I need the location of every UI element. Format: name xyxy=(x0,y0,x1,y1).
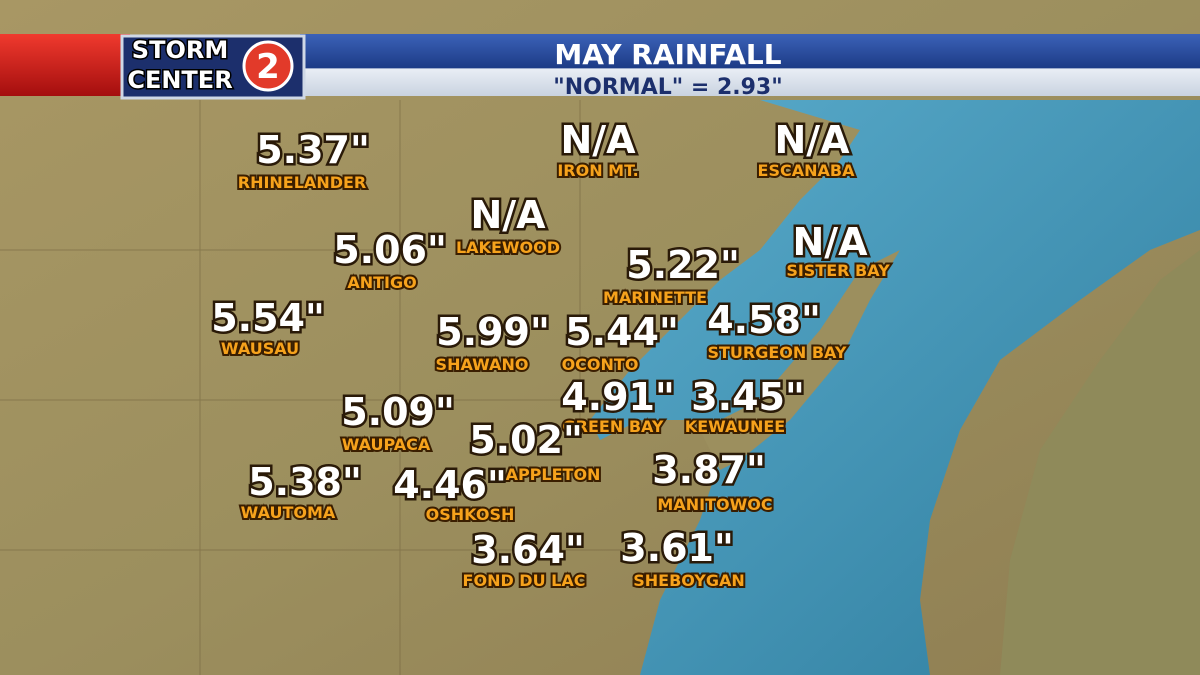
station-name: RHINELANDER xyxy=(238,173,366,192)
rainfall-value: 5.22" xyxy=(626,243,740,287)
station-name: GREEN BAY xyxy=(563,417,664,436)
rainfall-value: 5.38" xyxy=(248,460,362,504)
logo-circle xyxy=(242,40,294,92)
rainfall-value: 3.61" xyxy=(620,526,734,570)
station-name: ANTIGO xyxy=(347,273,416,292)
station-name: IRON MT. xyxy=(557,161,638,180)
title: MAY RAINFALL xyxy=(554,38,781,71)
station-name: FOND DU LAC xyxy=(463,571,586,590)
subtitle: "NORMAL" = 2.93" xyxy=(553,75,782,100)
station-name: MANITOWOC xyxy=(657,495,772,514)
lake xyxy=(590,100,1200,675)
station-name: ESCANABA xyxy=(758,161,856,180)
station-name: SHAWANO xyxy=(436,355,529,374)
header-bar xyxy=(300,34,1200,96)
station-name: WAUTOMA xyxy=(241,503,336,522)
door-peninsula xyxy=(700,250,900,470)
station-name: SISTER BAY xyxy=(786,261,890,280)
station-name: MARINETTE xyxy=(603,288,707,307)
station-name: STURGEON BAY xyxy=(707,343,846,362)
rainfall-value: N/A xyxy=(792,220,868,264)
rainfall-value: 5.09" xyxy=(341,390,455,434)
station-name: SHEBOYGAN xyxy=(633,571,745,590)
station-name: WAUSAU xyxy=(221,339,299,358)
station-name: KEWAUNEE xyxy=(685,417,785,436)
station-name: OCONTO xyxy=(562,355,639,374)
station-name: LAKEWOOD xyxy=(456,238,560,257)
rainfall-value: 5.54" xyxy=(211,296,325,340)
logo-text: CENTER xyxy=(127,66,232,94)
rainfall-value: 4.58" xyxy=(707,298,821,342)
header-red xyxy=(0,34,130,96)
rainfall-value: 3.64" xyxy=(471,528,585,572)
rainfall-value: 5.44" xyxy=(565,310,679,354)
county-lines xyxy=(0,100,640,675)
logo-text: STORM xyxy=(132,36,228,64)
rainfall-value: 5.37" xyxy=(256,128,370,172)
station-name: APPLETON xyxy=(506,465,601,484)
rainfall-value: 5.99" xyxy=(436,310,550,354)
logo-number: 2 xyxy=(256,47,280,87)
rainfall-value: N/A xyxy=(470,193,546,237)
rainfall-value: 5.06" xyxy=(333,228,447,272)
station-name: WAUPACA xyxy=(342,435,431,454)
rainfall-value: 4.46" xyxy=(393,463,507,507)
michigan-land xyxy=(1000,250,1200,675)
rainfall-value: 4.91" xyxy=(561,375,675,419)
station-name: OSHKOSH xyxy=(426,505,515,524)
rainfall-value: 3.87" xyxy=(652,448,766,492)
rainfall-value: N/A xyxy=(774,118,850,162)
rainfall-value: N/A xyxy=(560,118,636,162)
rainfall-value: 3.45" xyxy=(691,375,805,419)
rainfall-value: 5.02" xyxy=(469,418,583,462)
